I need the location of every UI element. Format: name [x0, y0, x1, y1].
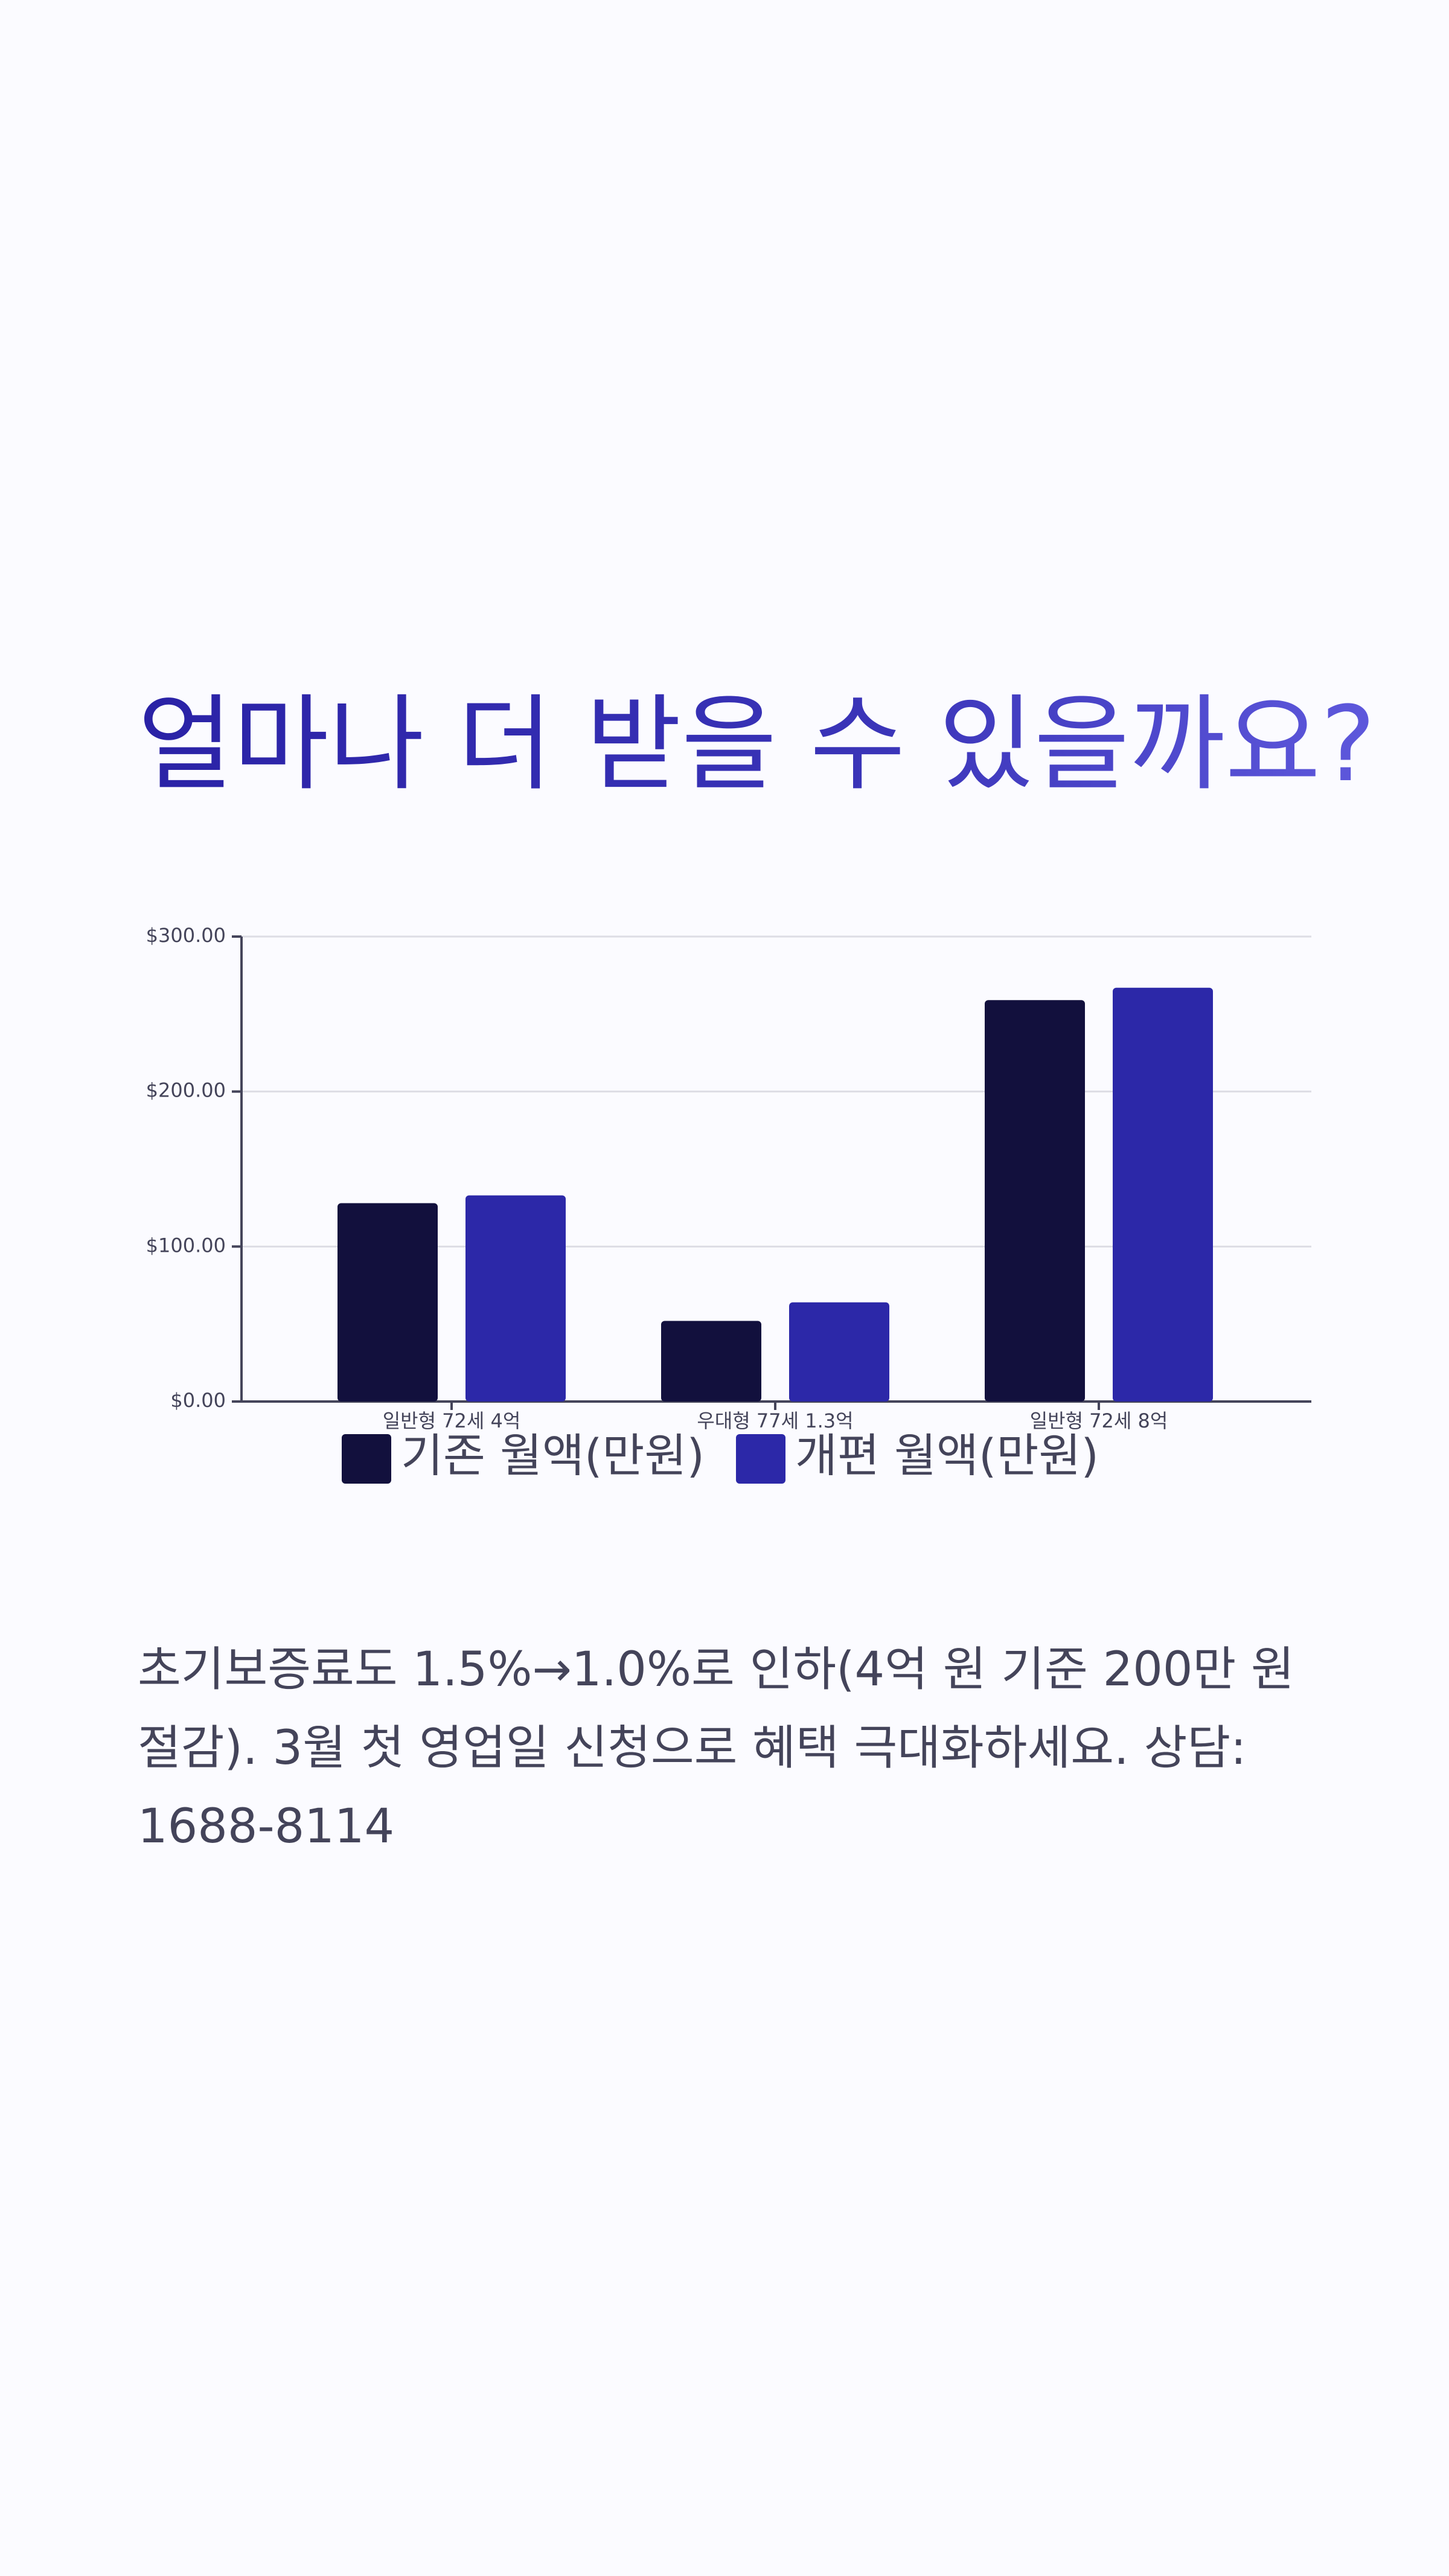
bar: [337, 1203, 438, 1402]
legend-label: 개편 월액(만원): [795, 1429, 1099, 1482]
bar: [465, 1195, 566, 1402]
legend-label: 기존 월액(만원): [401, 1429, 705, 1482]
x-tick-label: 우대형 77세 1.3억: [697, 1409, 853, 1432]
bar: [985, 1000, 1085, 1402]
bar: [661, 1321, 761, 1402]
x-tick-label: 일반형 72세 4억: [383, 1409, 521, 1432]
bar: [1113, 987, 1213, 1402]
y-tick-label: $0.00: [170, 1389, 226, 1412]
legend-swatch: [342, 1434, 391, 1484]
y-tick-label: $200.00: [146, 1079, 226, 1102]
legend-swatch: [736, 1434, 785, 1484]
y-tick-label: $300.00: [146, 924, 226, 947]
x-tick-label: 일반형 72세 8억: [1030, 1409, 1168, 1432]
description: 초기보증료도 1.5%→1.0%로 인하(4억 원 기준 200만 원 절감).…: [138, 1642, 1294, 1854]
y-tick-label: $100.00: [146, 1234, 226, 1257]
chart: $0.00 $100.00 $200.00 $300.00 일반형 72세 4억 우대형 …: [146, 924, 1311, 1484]
bar: [789, 1302, 889, 1402]
chart-title: 얼마나 더 받을 수 있을까요?: [138, 682, 1376, 807]
